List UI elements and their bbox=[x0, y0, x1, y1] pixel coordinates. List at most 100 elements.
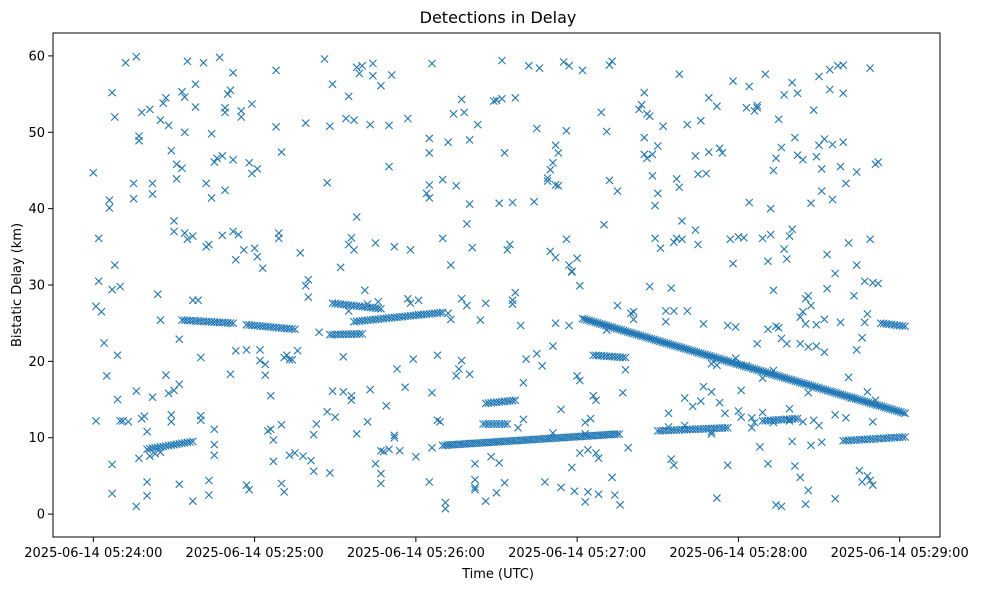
data-point bbox=[699, 319, 708, 328]
data-point bbox=[425, 148, 434, 157]
data-point bbox=[433, 351, 442, 360]
data-point bbox=[774, 323, 783, 332]
data-point bbox=[704, 93, 713, 102]
data-point bbox=[124, 417, 133, 426]
data-point bbox=[656, 244, 665, 253]
data-point bbox=[671, 341, 679, 350]
data-point bbox=[242, 481, 251, 490]
data-point bbox=[583, 487, 592, 496]
data-point bbox=[796, 313, 805, 322]
data-point bbox=[718, 148, 727, 157]
data-point bbox=[827, 387, 836, 396]
data-point bbox=[360, 286, 369, 295]
y-tick-label: 40 bbox=[28, 202, 45, 217]
data-point bbox=[156, 116, 165, 125]
data-point bbox=[769, 166, 778, 175]
data-point bbox=[752, 365, 761, 374]
data-point bbox=[438, 234, 447, 243]
data-point bbox=[761, 70, 770, 79]
data-point bbox=[731, 359, 740, 368]
data-point bbox=[204, 240, 213, 249]
data-point bbox=[315, 328, 324, 337]
data-point bbox=[600, 220, 608, 229]
data-point bbox=[855, 466, 864, 475]
data-point bbox=[565, 261, 574, 270]
data-point bbox=[832, 389, 841, 398]
data-point bbox=[791, 377, 800, 386]
data-point bbox=[239, 245, 248, 254]
data-points bbox=[89, 52, 910, 513]
data-point bbox=[798, 155, 807, 164]
data-point bbox=[731, 323, 740, 331]
data-point bbox=[172, 160, 181, 169]
data-point bbox=[721, 409, 729, 418]
data-point bbox=[548, 158, 557, 167]
data-point bbox=[538, 361, 547, 370]
data-point bbox=[777, 502, 786, 511]
data-point bbox=[465, 200, 474, 209]
data-point bbox=[183, 57, 192, 66]
data-point bbox=[798, 417, 807, 426]
data-point bbox=[764, 257, 772, 266]
data-point bbox=[105, 203, 114, 212]
data-point bbox=[874, 158, 883, 167]
data-point bbox=[178, 164, 186, 173]
data-point bbox=[358, 61, 367, 70]
data-point bbox=[471, 459, 479, 468]
data-point bbox=[194, 296, 203, 305]
data-point bbox=[750, 418, 759, 427]
data-point bbox=[92, 416, 100, 425]
data-point bbox=[739, 233, 748, 242]
data-point bbox=[868, 417, 877, 426]
data-point bbox=[516, 321, 525, 330]
data-point bbox=[860, 397, 869, 406]
data-point bbox=[825, 387, 834, 396]
data-point bbox=[877, 402, 886, 411]
data-point bbox=[253, 164, 262, 173]
data-point bbox=[898, 433, 907, 442]
data-point bbox=[608, 57, 617, 66]
data-point bbox=[817, 164, 826, 173]
data-point bbox=[866, 235, 875, 244]
data-point bbox=[593, 319, 602, 327]
data-point bbox=[742, 103, 751, 112]
data-point bbox=[350, 245, 358, 254]
data-point bbox=[245, 158, 254, 167]
data-point bbox=[425, 193, 434, 202]
data-point bbox=[573, 254, 582, 263]
data-point bbox=[347, 233, 356, 242]
data-point bbox=[301, 281, 310, 290]
data-point bbox=[648, 171, 657, 180]
data-point bbox=[694, 348, 703, 357]
data-point bbox=[758, 234, 767, 243]
data-point bbox=[722, 356, 731, 365]
data-point bbox=[522, 355, 531, 364]
data-point bbox=[844, 239, 853, 247]
data-point bbox=[137, 108, 146, 117]
data-point bbox=[108, 285, 117, 294]
data-point bbox=[374, 304, 383, 313]
data-point bbox=[290, 325, 299, 334]
data-point bbox=[664, 409, 673, 418]
data-point bbox=[256, 356, 264, 365]
data-point bbox=[831, 269, 840, 278]
data-point bbox=[320, 55, 329, 63]
data-point bbox=[567, 267, 576, 276]
data-point bbox=[610, 491, 619, 499]
data-point bbox=[651, 201, 660, 210]
data-point bbox=[530, 197, 539, 206]
data-point bbox=[726, 235, 735, 244]
data-point bbox=[514, 423, 522, 432]
data-point bbox=[780, 90, 789, 99]
data-point bbox=[229, 68, 238, 77]
data-point bbox=[207, 193, 216, 202]
data-point bbox=[796, 339, 805, 348]
data-point bbox=[325, 468, 334, 477]
data-point bbox=[242, 345, 251, 354]
data-point bbox=[785, 404, 794, 413]
data-point bbox=[285, 355, 294, 364]
data-point bbox=[557, 405, 565, 414]
data-point bbox=[551, 141, 560, 150]
data-point bbox=[809, 106, 818, 115]
